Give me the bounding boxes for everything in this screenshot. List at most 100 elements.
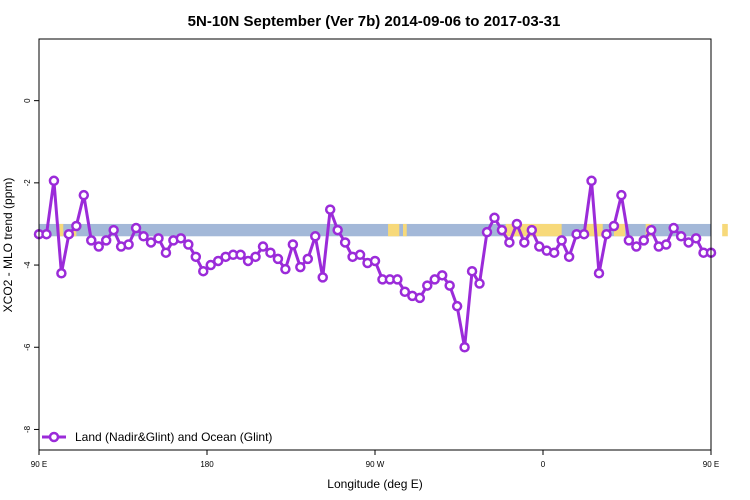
y-tick-label: 0 (23, 98, 32, 103)
data-point (481, 226, 493, 238)
data-point (422, 280, 433, 291)
data-point (354, 249, 366, 261)
data-point (489, 212, 500, 224)
data-point (548, 247, 560, 258)
data-point (130, 222, 142, 234)
data-point (616, 189, 627, 201)
data-point (41, 228, 52, 240)
data-point (190, 251, 202, 263)
data-point (63, 228, 75, 240)
data-point (586, 175, 597, 187)
data-point (504, 237, 515, 248)
band-land-segment (59, 223, 64, 237)
x-axis-label: Longitude (deg E) (327, 477, 422, 491)
data-point (339, 237, 351, 248)
data-point (638, 235, 650, 246)
data-point (310, 231, 321, 242)
x-axis-ticks: 90 E 180 90 W 0 90 E (31, 450, 719, 469)
data-point (496, 224, 508, 236)
data-point (160, 247, 172, 258)
band-land-segment (388, 223, 400, 237)
data-point (272, 253, 284, 265)
data-point (317, 272, 328, 283)
data-point (332, 224, 343, 236)
data-point (459, 342, 470, 353)
data-point (668, 222, 679, 234)
chart-title: 5N-10N September (Ver 7b) 2014-09-06 to … (188, 13, 561, 30)
y-tick-label: -8 (23, 425, 32, 433)
y-tick-label: -4 (23, 261, 32, 269)
data-point (287, 239, 299, 250)
x-tick-label: 180 (200, 460, 214, 469)
y-tick-label: -2 (23, 179, 32, 187)
x-tick-label: 90 E (703, 460, 719, 469)
data-point (556, 235, 567, 246)
data-point (48, 175, 60, 187)
data-point (451, 300, 463, 312)
legend-marker (48, 431, 60, 443)
data-point (295, 261, 306, 273)
y-tick-label: -6 (23, 343, 32, 351)
data-point (683, 237, 694, 248)
data-point (436, 270, 448, 281)
data-point (153, 233, 164, 244)
data-point (280, 263, 291, 275)
data-point (108, 224, 119, 236)
data-point (466, 265, 478, 277)
data-point (86, 235, 97, 246)
data-point (145, 237, 157, 248)
data-point (100, 235, 112, 246)
y-axis-label: XCO2 - MLO trend (ppm) (1, 178, 15, 313)
data-point (175, 233, 187, 244)
data-point (578, 228, 590, 240)
data-point (608, 220, 620, 232)
data-point (138, 231, 149, 242)
data-point (474, 278, 485, 289)
data-point (563, 251, 575, 263)
data-point (511, 218, 523, 230)
data-point (205, 259, 216, 271)
data-point (250, 251, 261, 263)
data-point (93, 241, 104, 252)
data-point (444, 280, 455, 291)
data-point (601, 228, 612, 240)
data-point (399, 286, 411, 298)
band-land-segment (403, 223, 407, 237)
data-point (183, 239, 194, 250)
data-point (534, 241, 545, 252)
legend-label: Land (Nadir&Glint) and Ocean (Glint) (75, 430, 272, 444)
data-point (242, 255, 254, 267)
data-point (675, 231, 687, 242)
data-point (690, 233, 702, 244)
data-point (56, 268, 67, 279)
data-point (414, 292, 426, 304)
data-point (623, 235, 635, 246)
data-point (324, 204, 336, 215)
data-point (631, 241, 642, 252)
data-point (593, 268, 605, 279)
plot-frame (38, 38, 712, 451)
data-point (392, 274, 403, 285)
data-point (429, 274, 440, 285)
band-land-segment (613, 223, 626, 237)
data-point (198, 265, 209, 277)
x-tick-label: 90 E (31, 460, 47, 469)
data-point (257, 241, 269, 252)
x-tick-label: 90 W (366, 460, 385, 469)
y-axis-ticks: 0 -2 -4 -6 -8 (23, 98, 39, 433)
data-point (369, 255, 381, 267)
data-point (123, 239, 134, 250)
data-point (519, 237, 530, 248)
series-layer (33, 175, 717, 353)
data-point (646, 224, 657, 236)
data-point (235, 249, 246, 261)
x-tick-label: 0 (541, 460, 546, 469)
data-point (526, 224, 538, 236)
band-land-segment (722, 223, 728, 237)
data-point (78, 189, 90, 201)
data-point (265, 247, 276, 258)
data-point (71, 220, 82, 232)
data-point (212, 255, 224, 267)
data-point (302, 253, 314, 265)
